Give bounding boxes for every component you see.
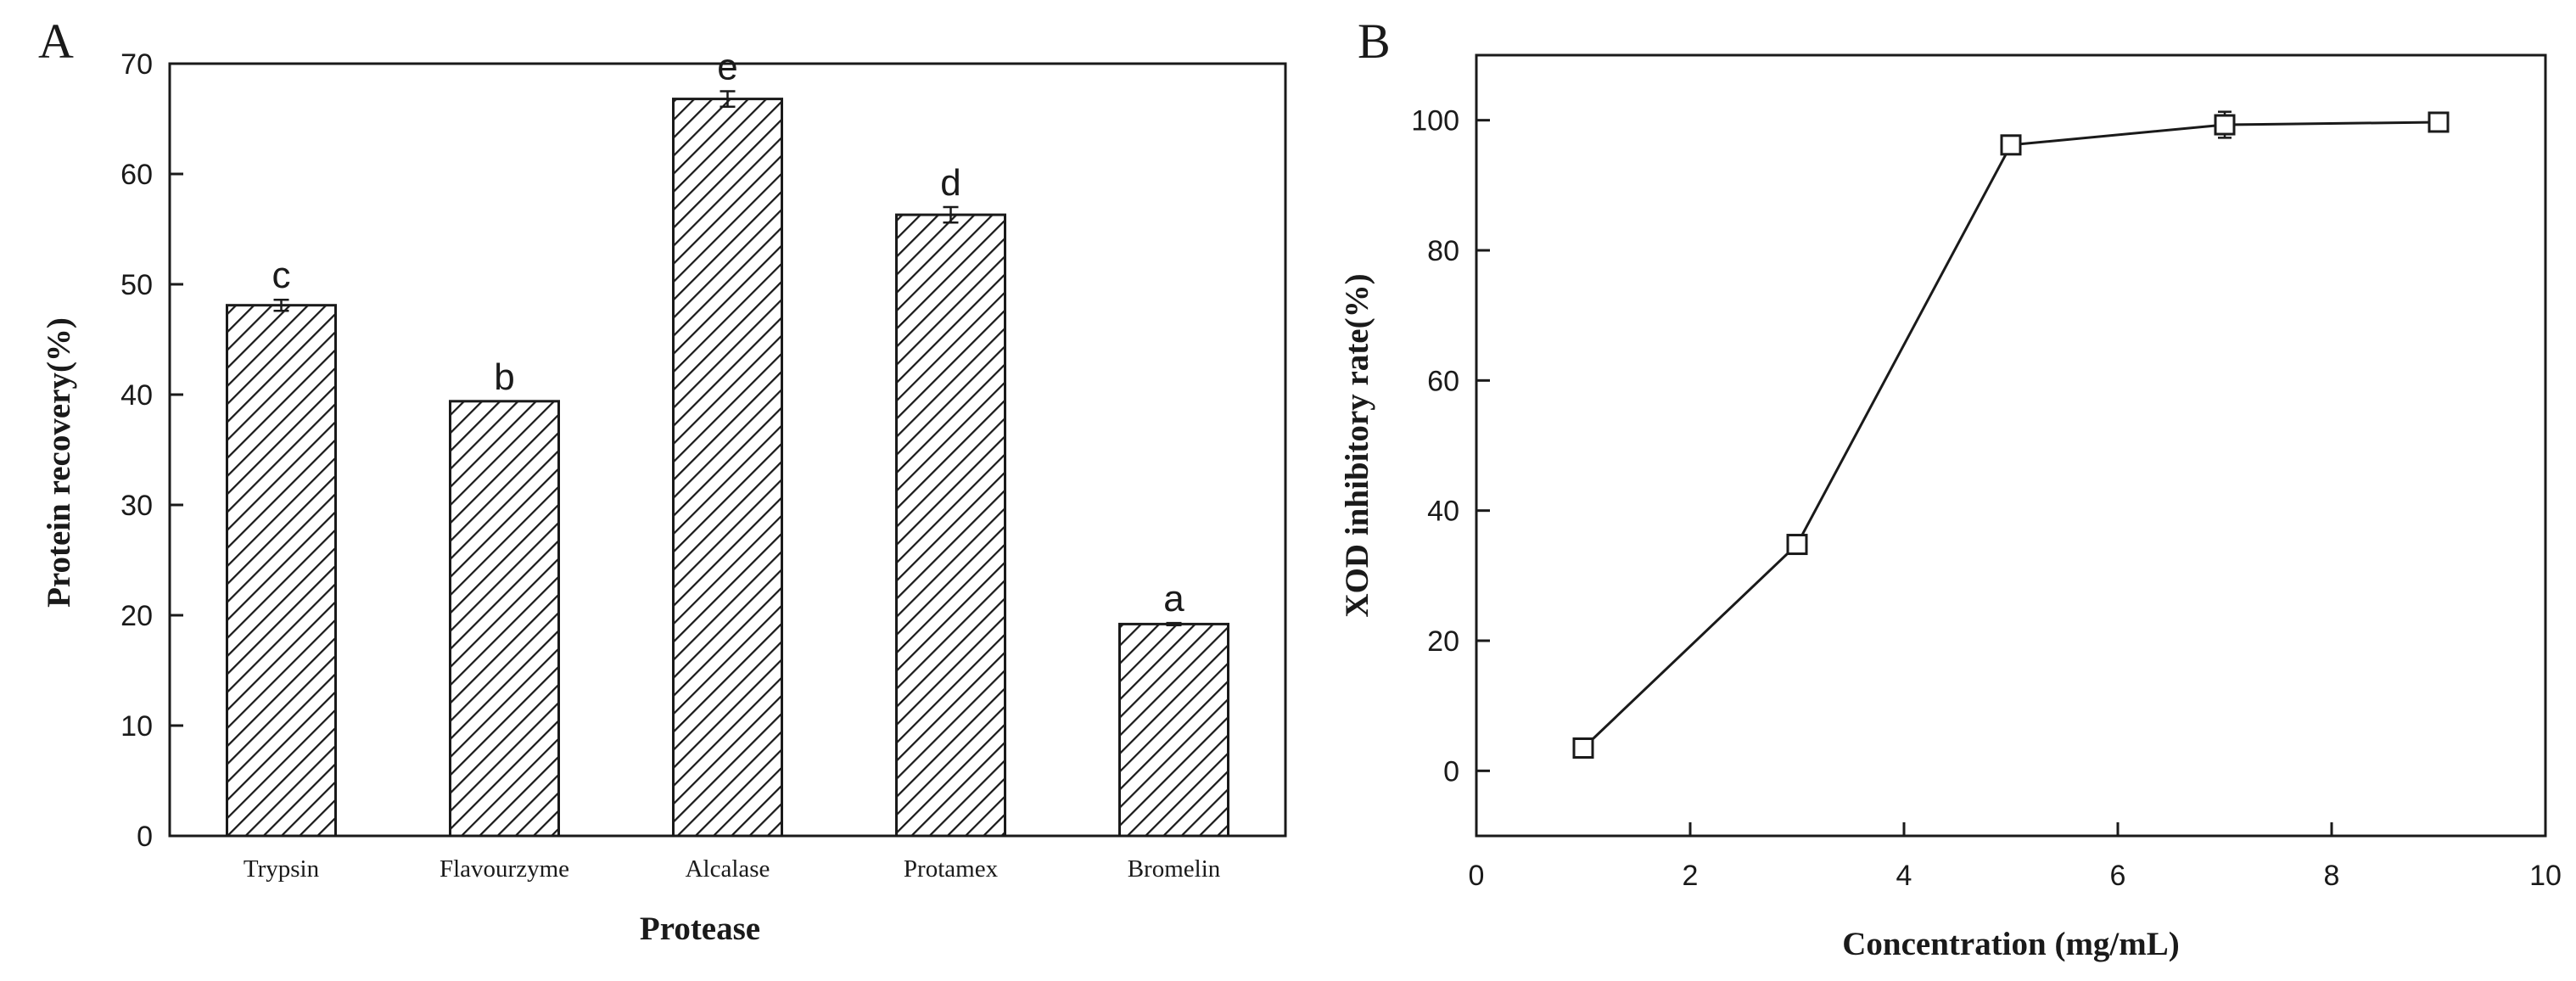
y-tick-label: 10 (120, 710, 153, 743)
panel-b-x-axis-title: Concentration (mg/mL) (1842, 926, 2180, 962)
y-tick-label: 20 (1427, 625, 1459, 658)
panel-a-bars: c b e d a (226, 47, 1229, 838)
panel-a-y-axis-title: Protein recovery(%) (41, 317, 77, 608)
data-point-marker (1572, 737, 1594, 759)
bar (449, 400, 560, 838)
panel-a-y-axis: 0 10 20 30 40 50 60 70 (120, 48, 183, 853)
significance-letter: d (940, 162, 960, 204)
y-tick-label: 60 (120, 159, 153, 191)
x-tick-label: 4 (1896, 860, 1912, 892)
x-category-label: Alcalase (686, 855, 770, 883)
panel-a-x-axis-title: Protease (640, 911, 760, 947)
significance-letter: b (494, 356, 514, 398)
significance-letter: a (1163, 578, 1184, 619)
y-tick-label: 0 (137, 821, 153, 853)
panel-a-letter: A (38, 14, 74, 69)
y-tick-label: 40 (1427, 496, 1459, 528)
x-category-label: Trypsin (244, 855, 320, 883)
data-point-marker (2428, 111, 2450, 133)
bar (226, 304, 337, 838)
x-category-label: Protamex (904, 855, 999, 883)
x-category-label: Bromelin (1128, 855, 1221, 883)
panel-a-x-axis: Trypsin Flavourzyme Alcalase Protamex Bromel… (244, 855, 1221, 883)
panel-b-series (1572, 110, 2450, 759)
x-tick-label: 2 (1683, 860, 1699, 892)
x-tick-label: 10 (2529, 860, 2562, 892)
x-category-label: Flavourzyme (440, 855, 569, 883)
panel-a-chart: A 0 10 20 30 40 50 60 70 c b e d a Trypsin Flavourzy… (38, 14, 1287, 947)
y-tick-label: 50 (120, 269, 153, 301)
data-point-marker (2214, 114, 2236, 136)
bar (895, 213, 1006, 838)
y-tick-label: 20 (120, 600, 153, 632)
x-tick-label: 8 (2324, 860, 2340, 892)
significance-letter: e (717, 47, 737, 88)
x-tick-label: 0 (1469, 860, 1485, 892)
data-point-marker (2000, 134, 2022, 156)
bar (672, 98, 783, 838)
y-tick-label: 40 (120, 379, 153, 412)
series-line (1582, 121, 2439, 749)
y-tick-label: 70 (120, 48, 153, 81)
y-tick-label: 60 (1427, 365, 1459, 397)
y-tick-label: 100 (1411, 105, 1459, 137)
significance-letter: c (272, 255, 291, 296)
y-tick-label: 80 (1427, 235, 1459, 267)
y-tick-label: 30 (120, 490, 153, 522)
bar (1118, 622, 1229, 838)
panel-b-plot-frame (1475, 53, 2547, 838)
panel-b-y-axis-title: XOD inhibitory rate(%) (1339, 273, 1375, 617)
x-tick-label: 6 (2110, 860, 2126, 892)
panel-b-letter: B (1358, 14, 1391, 69)
data-point-marker (1786, 534, 1808, 556)
y-tick-label: 0 (1443, 755, 1459, 788)
